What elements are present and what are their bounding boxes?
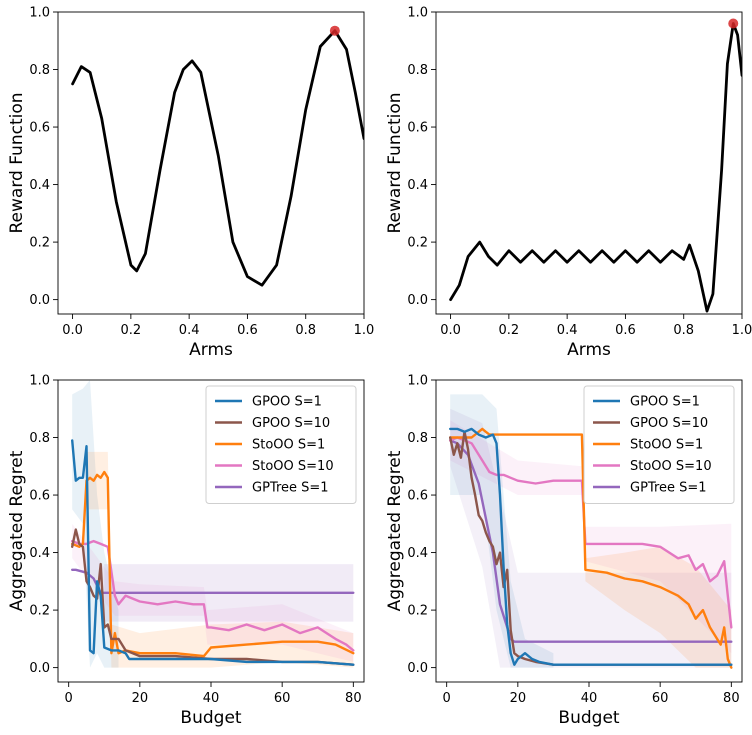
y-tick-label: 0.0 <box>29 293 50 308</box>
legend-label: StoOO S=10 <box>630 459 712 474</box>
x-tick-label: 0.4 <box>557 323 578 338</box>
subplot-p1: 0.0 0.2 0.4 0.6 0.8 1.0 0.0 0.2 0.4 0.6 0.8 1.0 Arms… <box>7 6 374 361</box>
x-tick-label: 0.4 <box>179 323 200 338</box>
series-line-stooo-s-1 <box>70 470 355 658</box>
y-axis-label: Aggregated Regret <box>385 450 405 611</box>
band-gptree-s-1 <box>450 408 732 668</box>
y-axis-label: Reward Function <box>7 92 27 233</box>
y-tick-label: 0.8 <box>407 63 428 78</box>
x-tick-label: 60 <box>652 691 669 706</box>
y-tick-label: 0.8 <box>29 63 50 78</box>
legend-frame <box>205 385 357 504</box>
y-tick-label: 0.2 <box>407 236 428 251</box>
series-line-gpoo-s-1 <box>449 427 733 666</box>
y-tick-label: 0.6 <box>29 489 50 504</box>
x-tick-label: 0.8 <box>295 323 316 338</box>
y-tick-label: 1.0 <box>407 6 428 21</box>
series-line-reward <box>71 29 364 287</box>
legend-frame <box>583 385 735 504</box>
y-tick-label: 0.4 <box>407 546 428 561</box>
legend: GPOO S=1 GPOO S=10 StoOO S=1 StoOO S=10 GPTr… <box>205 385 357 504</box>
legend-label: GPTree S=1 <box>252 481 329 496</box>
x-axis-label: Arms <box>189 340 233 360</box>
x-tick-label: 0 <box>443 691 451 706</box>
x-tick-label: 20 <box>510 691 527 706</box>
optimum-marker <box>329 25 340 36</box>
x-tick-label: 80 <box>723 691 740 706</box>
subplot-p4: 0 20 40 60 80 0.0 0.2 0.4 0.6 0.8 1.0 Budget Aggrega… <box>385 374 743 728</box>
x-axis-label: Budget <box>180 708 241 728</box>
legend-label: GPOO S=10 <box>630 416 708 431</box>
y-tick-label: 0.2 <box>29 604 50 619</box>
y-tick-label: 1.0 <box>29 374 50 389</box>
plot-area <box>70 380 355 668</box>
series-line-stooo-s-10 <box>70 539 355 652</box>
x-tick-label: 40 <box>203 691 220 706</box>
legend-label: StoOO S=10 <box>252 459 334 474</box>
x-tick-label: 0.2 <box>121 323 142 338</box>
band-stooo-s-10 <box>450 420 732 654</box>
y-tick-label: 0.8 <box>29 431 50 446</box>
y-tick-label: 0.0 <box>407 293 428 308</box>
x-axis-label: Budget <box>558 708 619 728</box>
x-tick-label: 40 <box>581 691 598 706</box>
plot-area <box>449 394 733 669</box>
x-tick-label: 0.0 <box>62 323 83 338</box>
legend-label: StoOO S=1 <box>252 438 325 453</box>
legend: GPOO S=1 GPOO S=10 StoOO S=1 StoOO S=10 GPTr… <box>583 385 735 504</box>
x-tick-label: 20 <box>132 691 149 706</box>
series-line-stooo-s-1 <box>449 427 733 669</box>
y-axis-label: Aggregated Regret <box>7 450 27 611</box>
y-tick-label: 0.6 <box>407 489 428 504</box>
y-tick-label: 0.2 <box>407 604 428 619</box>
legend-label: GPOO S=10 <box>252 416 330 431</box>
x-tick-label: 0.6 <box>237 323 258 338</box>
x-tick-label: 60 <box>274 691 291 706</box>
band-gpoo-s-1 <box>72 380 119 668</box>
legend-label: GPOO S=1 <box>252 395 322 410</box>
series-line-gpoo-s-1 <box>70 439 355 666</box>
series-line-gpoo-s-10 <box>70 528 355 666</box>
y-tick-label: 1.0 <box>407 374 428 389</box>
plot-area <box>449 22 742 313</box>
y-tick-label: 0.4 <box>29 178 50 193</box>
x-tick-label: 80 <box>345 691 362 706</box>
x-tick-label: 0.0 <box>440 323 461 338</box>
x-tick-label: 0.6 <box>615 323 636 338</box>
x-tick-label: 1.0 <box>354 323 375 338</box>
y-tick-label: 0.8 <box>407 431 428 446</box>
y-tick-label: 0.6 <box>407 121 428 136</box>
y-tick-label: 0.2 <box>29 236 50 251</box>
series-line-gpoo-s-10 <box>449 430 733 666</box>
y-tick-label: 0.0 <box>407 661 428 676</box>
optimum-marker <box>728 18 739 29</box>
axes-frame <box>435 11 743 315</box>
legend-label: StoOO S=1 <box>630 438 703 453</box>
subplot-p3: 0 20 40 60 80 0.0 0.2 0.4 0.6 0.8 1.0 Budget Aggrega… <box>7 374 365 728</box>
x-axis-label: Arms <box>567 340 611 360</box>
x-tick-label: 0 <box>65 691 73 706</box>
y-tick-label: 0.4 <box>29 546 50 561</box>
series-line-gptree-s-1 <box>449 439 733 643</box>
series-line-reward <box>449 22 742 313</box>
x-tick-label: 0.2 <box>499 323 520 338</box>
y-tick-label: 0.0 <box>29 661 50 676</box>
x-tick-label: 0.8 <box>673 323 694 338</box>
y-tick-label: 0.6 <box>29 121 50 136</box>
legend-label: GPTree S=1 <box>630 481 707 496</box>
y-tick-label: 1.0 <box>29 6 50 21</box>
plot-area <box>71 29 364 287</box>
band-stooo-s-10 <box>72 523 354 662</box>
x-tick-label: 1.0 <box>732 323 752 338</box>
axes-frame <box>57 11 365 315</box>
subplot-p2: 0.0 0.2 0.4 0.6 0.8 1.0 0.0 0.2 0.4 0.6 0.8 1.0 Arms… <box>385 6 752 361</box>
legend-label: GPOO S=1 <box>630 395 700 410</box>
y-axis-label: Reward Function <box>385 92 405 233</box>
y-tick-label: 0.4 <box>407 178 428 193</box>
